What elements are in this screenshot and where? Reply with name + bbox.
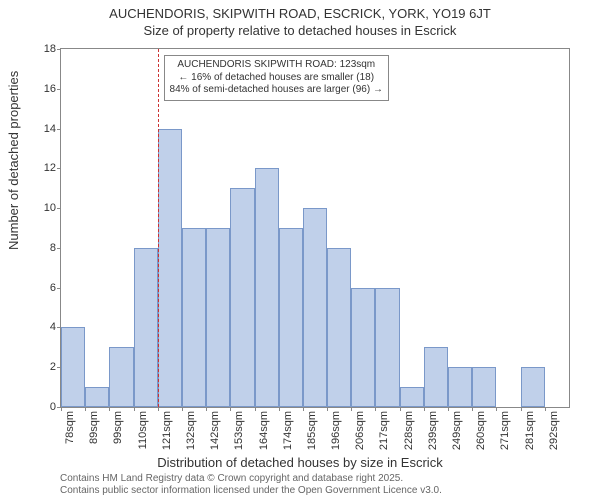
chart-container: AUCHENDORIS, SKIPWITH ROAD, ESCRICK, YOR… xyxy=(0,0,600,500)
x-tick-label: 217sqm xyxy=(378,411,390,450)
x-tick-mark xyxy=(496,407,497,411)
y-tick-mark xyxy=(57,168,61,169)
y-axis-label: Number of detached properties xyxy=(6,71,21,250)
y-tick-label: 14 xyxy=(33,123,56,135)
x-tick-label: 89sqm xyxy=(88,411,100,444)
y-tick-mark xyxy=(57,248,61,249)
x-tick-mark xyxy=(230,407,231,411)
x-tick-mark xyxy=(327,407,328,411)
y-tick-label: 16 xyxy=(33,83,56,95)
x-tick-label: 249sqm xyxy=(451,411,463,450)
x-tick-mark xyxy=(158,407,159,411)
x-tick-label: 239sqm xyxy=(427,411,439,450)
x-tick-mark xyxy=(206,407,207,411)
y-tick-mark xyxy=(57,129,61,130)
attribution-line-1: Contains HM Land Registry data © Crown c… xyxy=(60,473,442,485)
histogram-bar xyxy=(158,129,182,407)
x-tick-mark xyxy=(375,407,376,411)
histogram-bar xyxy=(61,327,85,407)
x-tick-mark xyxy=(303,407,304,411)
x-tick-label: 164sqm xyxy=(258,411,270,450)
y-tick-label: 18 xyxy=(33,43,56,55)
x-tick-label: 271sqm xyxy=(499,411,511,450)
x-tick-mark xyxy=(448,407,449,411)
x-tick-mark xyxy=(134,407,135,411)
x-tick-label: 260sqm xyxy=(475,411,487,450)
annotation-line: ← 16% of detached houses are smaller (18… xyxy=(170,72,383,85)
x-tick-label: 185sqm xyxy=(306,411,318,450)
x-tick-mark xyxy=(109,407,110,411)
annotation-box: AUCHENDORIS SKIPWITH ROAD: 123sqm← 16% o… xyxy=(164,55,389,101)
y-tick-mark xyxy=(57,288,61,289)
x-tick-label: 110sqm xyxy=(137,411,149,449)
attribution: Contains HM Land Registry data © Crown c… xyxy=(60,473,442,496)
x-tick-label: 196sqm xyxy=(330,411,342,450)
histogram-bar xyxy=(472,367,496,407)
x-tick-mark xyxy=(521,407,522,411)
x-tick-mark xyxy=(472,407,473,411)
chart-title: AUCHENDORIS, SKIPWITH ROAD, ESCRICK, YOR… xyxy=(0,0,600,40)
x-tick-label: 142sqm xyxy=(209,411,221,450)
x-tick-label: 206sqm xyxy=(354,411,366,450)
x-tick-label: 99sqm xyxy=(112,411,124,444)
y-tick-mark xyxy=(57,49,61,50)
plot-area: 02468101214161878sqm89sqm99sqm110sqm121s… xyxy=(60,48,570,408)
y-tick-mark xyxy=(57,208,61,209)
y-tick-mark xyxy=(57,89,61,90)
x-tick-mark xyxy=(255,407,256,411)
histogram-bar xyxy=(255,168,279,407)
x-tick-mark xyxy=(279,407,280,411)
histogram-bar xyxy=(230,188,254,407)
histogram-bar xyxy=(134,248,158,407)
y-tick-label: 2 xyxy=(33,361,56,373)
title-line-1: AUCHENDORIS, SKIPWITH ROAD, ESCRICK, YOR… xyxy=(0,6,600,23)
histogram-bar xyxy=(85,387,109,407)
property-marker-line xyxy=(158,49,159,407)
annotation-line: 84% of semi-detached houses are larger (… xyxy=(170,84,383,97)
x-tick-mark xyxy=(424,407,425,411)
histogram-bar xyxy=(182,228,206,407)
x-tick-mark xyxy=(182,407,183,411)
x-tick-mark xyxy=(545,407,546,411)
x-axis-label: Distribution of detached houses by size … xyxy=(0,455,600,470)
histogram-bar xyxy=(109,347,133,407)
histogram-bar xyxy=(448,367,472,407)
annotation-line: AUCHENDORIS SKIPWITH ROAD: 123sqm xyxy=(170,59,383,72)
histogram-bar xyxy=(424,347,448,407)
x-tick-label: 78sqm xyxy=(64,411,76,444)
y-tick-label: 0 xyxy=(33,401,56,413)
y-tick-label: 10 xyxy=(33,202,56,214)
x-tick-mark xyxy=(85,407,86,411)
title-line-2: Size of property relative to detached ho… xyxy=(0,23,600,40)
x-tick-label: 292sqm xyxy=(548,411,560,450)
histogram-bar xyxy=(279,228,303,407)
y-tick-label: 12 xyxy=(33,162,56,174)
x-tick-label: 121sqm xyxy=(161,411,173,450)
histogram-bar xyxy=(351,288,375,407)
x-tick-label: 174sqm xyxy=(282,411,294,450)
x-tick-mark xyxy=(61,407,62,411)
x-tick-mark xyxy=(400,407,401,411)
histogram-bar xyxy=(303,208,327,407)
x-tick-label: 132sqm xyxy=(185,411,197,450)
y-tick-label: 6 xyxy=(33,282,56,294)
histogram-bar xyxy=(206,228,230,407)
histogram-bar xyxy=(375,288,399,407)
x-tick-label: 281sqm xyxy=(524,411,536,450)
histogram-bar xyxy=(521,367,545,407)
y-tick-label: 4 xyxy=(33,321,56,333)
x-tick-label: 153sqm xyxy=(233,411,245,450)
x-tick-label: 228sqm xyxy=(403,411,415,450)
histogram-bar xyxy=(400,387,424,407)
x-tick-mark xyxy=(351,407,352,411)
attribution-line-2: Contains public sector information licen… xyxy=(60,485,442,497)
histogram-bar xyxy=(327,248,351,407)
y-tick-label: 8 xyxy=(33,242,56,254)
